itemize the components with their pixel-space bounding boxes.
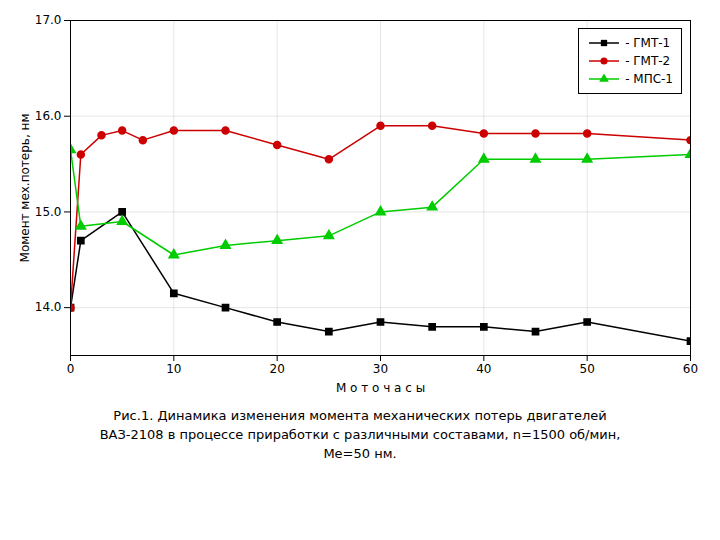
svg-text:15.0: 15.0 xyxy=(35,205,62,219)
svg-text:М о т о ч а с ы: М о т о ч а с ы xyxy=(336,381,425,395)
html-text:- МПС-1: - МПС-1 xyxy=(621,72,673,86)
svg-text:30: 30 xyxy=(373,362,388,376)
svg-text:50: 50 xyxy=(580,362,595,376)
svg-text:0: 0 xyxy=(67,362,75,376)
svg-text:10: 10 xyxy=(166,362,181,376)
svg-text:Момент мех.потерь, нм: Момент мех.потерь, нм xyxy=(18,114,32,263)
svg-text:17.0: 17.0 xyxy=(35,13,62,27)
html-text:- ГМТ-2: - ГМТ-2 xyxy=(621,54,671,68)
html-text:- ГМТ-1: - ГМТ-1 xyxy=(621,36,671,50)
html-text:Ме=50 нм.: Ме=50 нм. xyxy=(323,446,397,461)
svg-text:40: 40 xyxy=(476,362,491,376)
svg-text:60: 60 xyxy=(683,362,698,376)
svg-text:16.0: 16.0 xyxy=(35,109,62,123)
svg-text:20: 20 xyxy=(270,362,285,376)
html-text:Рис.1. Динамика изменения моме: Рис.1. Динамика изменения момента механи… xyxy=(113,408,607,423)
html-text:ВАЗ-2108 в процессе приработки: ВАЗ-2108 в процессе приработки с различн… xyxy=(99,427,621,442)
svg-text:14.0: 14.0 xyxy=(35,300,62,314)
